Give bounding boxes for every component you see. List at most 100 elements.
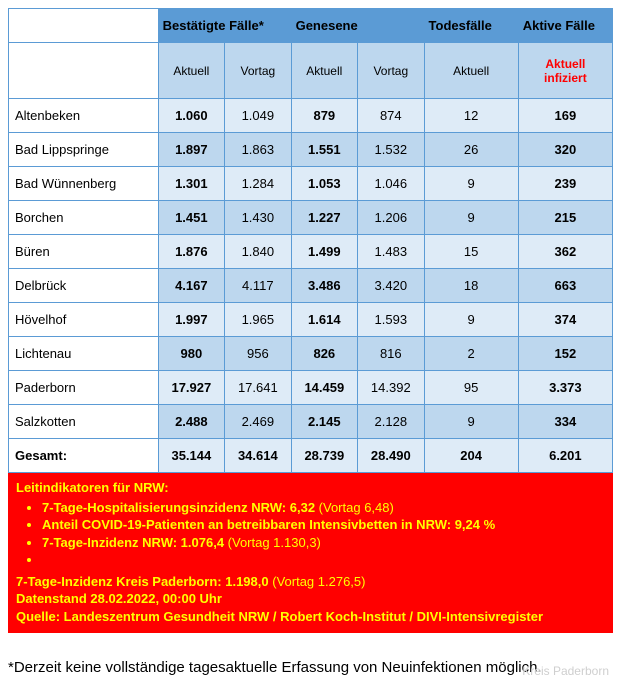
cell-active: 374: [518, 303, 612, 337]
table-row: Altenbeken1.0601.04987987412169: [9, 99, 613, 133]
cell-confirmed-current: 1.897: [158, 133, 224, 167]
cell-confirmed-current: 1.060: [158, 99, 224, 133]
table-row: Delbrück4.1674.1173.4863.42018663: [9, 269, 613, 303]
cell-recovered-prev: 874: [358, 99, 424, 133]
cell-deaths-current: 18: [424, 269, 518, 303]
table-row: Bad Lippspringe1.8971.8631.5511.53226320: [9, 133, 613, 167]
cell-name: Salzkotten: [9, 405, 159, 439]
cell-recovered-prev: 1.532: [358, 133, 424, 167]
cell-confirmed-current: 980: [158, 337, 224, 371]
cell-recovered-current: 3.486: [291, 269, 357, 303]
cell-confirmed-current: 1.451: [158, 201, 224, 235]
subheader-empty: [9, 43, 159, 99]
subheader-deaths-current: Aktuell: [424, 43, 518, 99]
cell-recovered-prev: 1.593: [358, 303, 424, 337]
cell-active: 239: [518, 167, 612, 201]
indicator-quelle: Quelle: Landeszentrum Gesundheit NRW / R…: [16, 608, 605, 626]
indicator-bullet: 7-Tage-Hospitalisierungsinzidenz NRW: 6,…: [42, 499, 605, 517]
cell-active: 320: [518, 133, 612, 167]
cell-recovered-prev: 1.206: [358, 201, 424, 235]
header-confirmed: Bestätigte Fälle*: [158, 9, 291, 43]
cell-confirmed-prev: 1.965: [225, 303, 291, 337]
table-row: Lichtenau9809568268162152: [9, 337, 613, 371]
cell-confirmed-prev: 17.641: [225, 371, 291, 405]
cell-recovered-prev: 14.392: [358, 371, 424, 405]
cell-confirmed-current: 1.301: [158, 167, 224, 201]
subheader-recovered-current: Aktuell: [291, 43, 357, 99]
covid-table: Bestätigte Fälle* Genesene Todesfälle Ak…: [8, 8, 613, 473]
watermark: Kreis Paderborn: [522, 664, 609, 678]
cell-confirmed-prev: 2.469: [225, 405, 291, 439]
cell-name: Delbrück: [9, 269, 159, 303]
cell-recovered-current: 14.459: [291, 371, 357, 405]
cell-active: 3.373: [518, 371, 612, 405]
cell-active: 6.201: [518, 439, 612, 473]
cell-deaths-current: 204: [424, 439, 518, 473]
cell-deaths-current: 2: [424, 337, 518, 371]
header-deaths: Todesfälle: [424, 9, 518, 43]
indicator-bullet: 7-Tage-Inzidenz NRW: 1.076,4 (Vortag 1.1…: [42, 534, 605, 552]
indicator-bullet: [42, 551, 605, 569]
cell-confirmed-current: 1.997: [158, 303, 224, 337]
cell-confirmed-prev: 1.284: [225, 167, 291, 201]
cell-deaths-current: 15: [424, 235, 518, 269]
indicator-bullet: Anteil COVID-19-Patienten an betreibbare…: [42, 516, 605, 534]
header-active: Aktive Fälle: [518, 9, 612, 43]
cell-deaths-current: 9: [424, 201, 518, 235]
cell-recovered-current: 1.227: [291, 201, 357, 235]
header-recovered: Genesene: [291, 9, 424, 43]
table-row: Borchen1.4511.4301.2271.2069215: [9, 201, 613, 235]
indicator-title: Leitindikatoren für NRW:: [16, 479, 605, 497]
cell-confirmed-prev: 1.863: [225, 133, 291, 167]
cell-confirmed-current: 35.144: [158, 439, 224, 473]
indicator-bullet-label: 7-Tage-Hospitalisierungsinzidenz NRW: 6,…: [42, 500, 315, 515]
cell-confirmed-prev: 956: [225, 337, 291, 371]
cell-recovered-prev: 3.420: [358, 269, 424, 303]
cell-deaths-current: 26: [424, 133, 518, 167]
cell-name: Bad Lippspringe: [9, 133, 159, 167]
cell-confirmed-prev: 1.049: [225, 99, 291, 133]
indicator-bullet-label: Anteil COVID-19-Patienten an betreibbare…: [42, 517, 495, 532]
cell-recovered-prev: 1.483: [358, 235, 424, 269]
cell-name: Gesamt:: [9, 439, 159, 473]
subheader-confirmed-current: Aktuell: [158, 43, 224, 99]
cell-name: Hövelhof: [9, 303, 159, 337]
indicator-box: Leitindikatoren für NRW: 7-Tage-Hospital…: [8, 473, 613, 633]
cell-active: 334: [518, 405, 612, 439]
cell-name: Lichtenau: [9, 337, 159, 371]
cell-recovered-current: 1.614: [291, 303, 357, 337]
table-row: Salzkotten2.4882.4692.1452.1289334: [9, 405, 613, 439]
cell-active: 169: [518, 99, 612, 133]
footnote: *Derzeit keine vollständige tagesaktuell…: [8, 659, 613, 676]
cell-recovered-prev: 2.128: [358, 405, 424, 439]
cell-confirmed-prev: 4.117: [225, 269, 291, 303]
cell-recovered-current: 826: [291, 337, 357, 371]
cell-deaths-current: 95: [424, 371, 518, 405]
subheader-active-infected: Aktuell infiziert: [518, 43, 612, 99]
cell-name: Altenbeken: [9, 99, 159, 133]
cell-active: 152: [518, 337, 612, 371]
table-row: Paderborn17.92717.64114.45914.392953.373: [9, 371, 613, 405]
cell-name: Paderborn: [9, 371, 159, 405]
cell-confirmed-current: 1.876: [158, 235, 224, 269]
cell-recovered-current: 1.053: [291, 167, 357, 201]
table-row: Bad Wünnenberg1.3011.2841.0531.0469239: [9, 167, 613, 201]
cell-confirmed-current: 4.167: [158, 269, 224, 303]
subheader-recovered-prev: Vortag: [358, 43, 424, 99]
cell-deaths-current: 9: [424, 303, 518, 337]
table-row: Büren1.8761.8401.4991.48315362: [9, 235, 613, 269]
cell-recovered-current: 28.739: [291, 439, 357, 473]
indicator-bullet-paren: (Vortag 1.130,3): [224, 535, 321, 550]
cell-deaths-current: 9: [424, 405, 518, 439]
cell-recovered-current: 1.551: [291, 133, 357, 167]
cell-recovered-prev: 1.046: [358, 167, 424, 201]
cell-recovered-prev: 28.490: [358, 439, 424, 473]
cell-deaths-current: 9: [424, 167, 518, 201]
header-empty: [9, 9, 159, 43]
indicator-kreis: 7-Tage-Inzidenz Kreis Paderborn: 1.198,0…: [16, 573, 605, 591]
cell-deaths-current: 12: [424, 99, 518, 133]
indicator-kreis-paren: (Vortag 1.276,5): [269, 574, 366, 589]
subheader-confirmed-prev: Vortag: [225, 43, 291, 99]
cell-confirmed-current: 2.488: [158, 405, 224, 439]
cell-active: 362: [518, 235, 612, 269]
